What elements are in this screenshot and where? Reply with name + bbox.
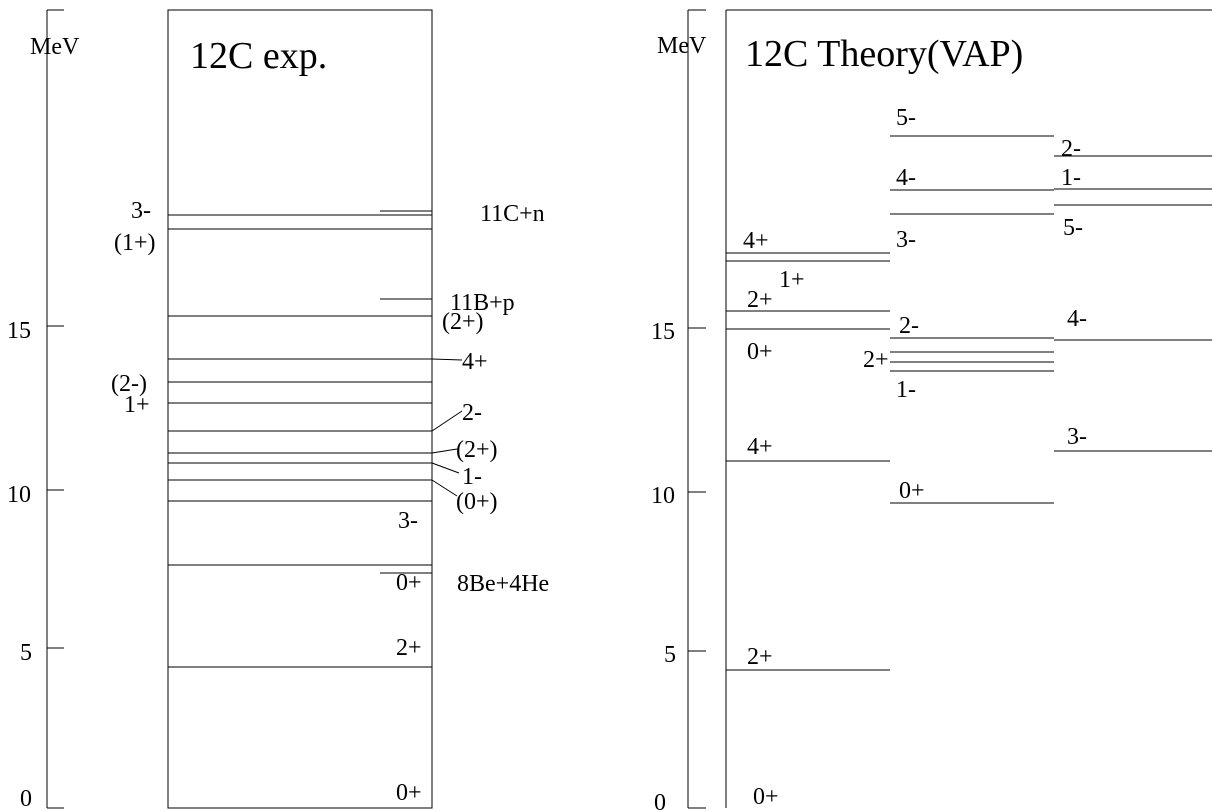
left-axis-unit: MeV — [30, 34, 80, 60]
theory-col2-label-0plus: 0+ — [899, 478, 925, 504]
theory-col1-label-2plus-high: 2+ — [747, 287, 773, 313]
theory-col3-label-4minus: 4- — [1067, 306, 1087, 332]
left-tick-label-0: 0 — [20, 786, 32, 811]
right-tick-label-0: 0 — [654, 790, 666, 811]
left-tick-label-5: 5 — [20, 640, 32, 666]
theory-col2-label-5minus: 5- — [896, 105, 916, 131]
theory-col1-label-0plus: 0+ — [747, 339, 773, 365]
level-label-3minus: 3- — [398, 508, 418, 534]
experimental-panel: MeV 15 10 5 0 12C exp. 0+ 2+ 0+ — [7, 10, 549, 811]
theory-title: 12C Theory(VAP) — [745, 33, 1023, 75]
threshold-label-11b-p: 11B+p — [450, 290, 515, 316]
theory-col3-label-3minus: 3- — [1067, 424, 1087, 450]
leader-line-2minus — [432, 411, 462, 431]
theory-col3-label-5minus: 5- — [1063, 215, 1083, 241]
level-label-2minus-paren: (2-) — [111, 371, 147, 397]
level-label-2plus: 2+ — [396, 635, 422, 661]
theory-col2-label-2plus: 2+ — [863, 347, 889, 373]
theory-col2-label-1minus: 1- — [896, 377, 916, 403]
level-label-2plus-paren: (2+) — [456, 437, 498, 463]
level-label-2plus-paren-high: (2+) — [442, 309, 484, 335]
left-tick-label-10: 10 — [7, 482, 31, 508]
theory-col2-label-4minus: 4- — [896, 165, 916, 191]
right-tick-label-5: 5 — [664, 642, 676, 668]
theory-col3-label-1minus: 1- — [1061, 165, 1081, 191]
left-tick-label-15: 15 — [7, 318, 31, 344]
level-label-4plus: 4+ — [462, 349, 488, 375]
level-label-2minus: 2- — [462, 400, 482, 426]
level-label-0plus-hoyle: 0+ — [396, 570, 422, 596]
experimental-spectrum-frame — [168, 10, 432, 808]
theory-col1-label-4plus: 4+ — [747, 434, 773, 460]
level-label-1minus: 1- — [462, 464, 482, 490]
level-label-1plus: 1+ — [124, 392, 150, 418]
theory-col1-label-1plus: 1+ — [779, 267, 805, 293]
level-label-0plus-ground: 0+ — [396, 780, 422, 806]
right-tick-label-15: 15 — [651, 319, 675, 345]
level-label-3minus-high: 3- — [131, 198, 151, 224]
leader-line-0plus-paren — [432, 480, 457, 496]
experimental-title: 12C exp. — [190, 35, 327, 77]
theory-col1-label-2plus: 2+ — [747, 644, 773, 670]
right-tick-label-10: 10 — [651, 483, 675, 509]
threshold-label-11c-n: 11C+n — [480, 201, 545, 227]
theory-col2-label-3minus: 3- — [896, 227, 916, 253]
leader-line-1minus — [432, 463, 459, 473]
threshold-label-8be-4he: 8Be+4He — [457, 571, 549, 597]
level-label-0plus-paren: (0+) — [456, 489, 498, 515]
level-label-1plus-paren: (1+) — [114, 230, 156, 256]
theory-col1-label-4plus-high: 4+ — [743, 228, 769, 254]
right-axis-unit: MeV — [657, 33, 707, 59]
theory-col2-label-2minus: 2- — [899, 313, 919, 339]
leader-line-4plus — [432, 359, 462, 360]
leader-line-2plus-paren — [432, 449, 457, 453]
theory-col1-label-0plus-ground: 0+ — [753, 784, 779, 810]
theory-panel: MeV 15 10 5 0 12C Theory(VAP) 0+ 2+ 4+ 0… — [651, 10, 1212, 811]
theory-col3-label-2minus: 2- — [1061, 136, 1081, 162]
